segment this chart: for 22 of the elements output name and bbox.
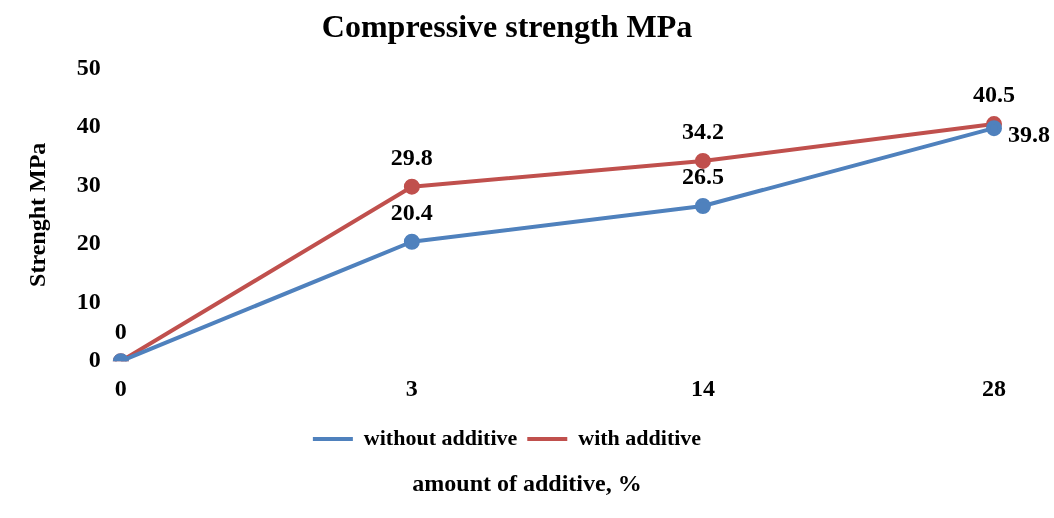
data-label: 39.8 xyxy=(1008,121,1050,148)
x-axis-title: amount of additive, % xyxy=(411,470,643,497)
y-tick-label: 30 xyxy=(76,170,101,197)
y-tick-label: 40 xyxy=(76,112,101,139)
y-axis-title: Strenght MPa xyxy=(23,142,50,287)
data-label: 34.2 xyxy=(681,118,724,145)
data-label: 40.5 xyxy=(973,81,1015,108)
data-label: 26.5 xyxy=(681,163,724,190)
chart-title: Compressive strength MPa xyxy=(321,8,693,45)
data-label: 0 xyxy=(114,318,127,345)
data-label: 29.8 xyxy=(390,143,433,170)
legend-label: with additive xyxy=(578,424,702,450)
data-label: 20.4 xyxy=(390,198,433,225)
legend-label: without additive xyxy=(363,424,518,450)
x-tick-label: 0 xyxy=(114,374,127,401)
y-tick-label: 0 xyxy=(88,346,101,373)
x-tick-label: 28 xyxy=(982,374,1006,401)
x-tick-label: 14 xyxy=(690,374,715,401)
y-tick-label: 20 xyxy=(76,229,101,256)
y-tick-label: 10 xyxy=(76,287,101,314)
y-tick-label: 50 xyxy=(76,53,101,80)
x-tick-label: 3 xyxy=(405,374,418,401)
